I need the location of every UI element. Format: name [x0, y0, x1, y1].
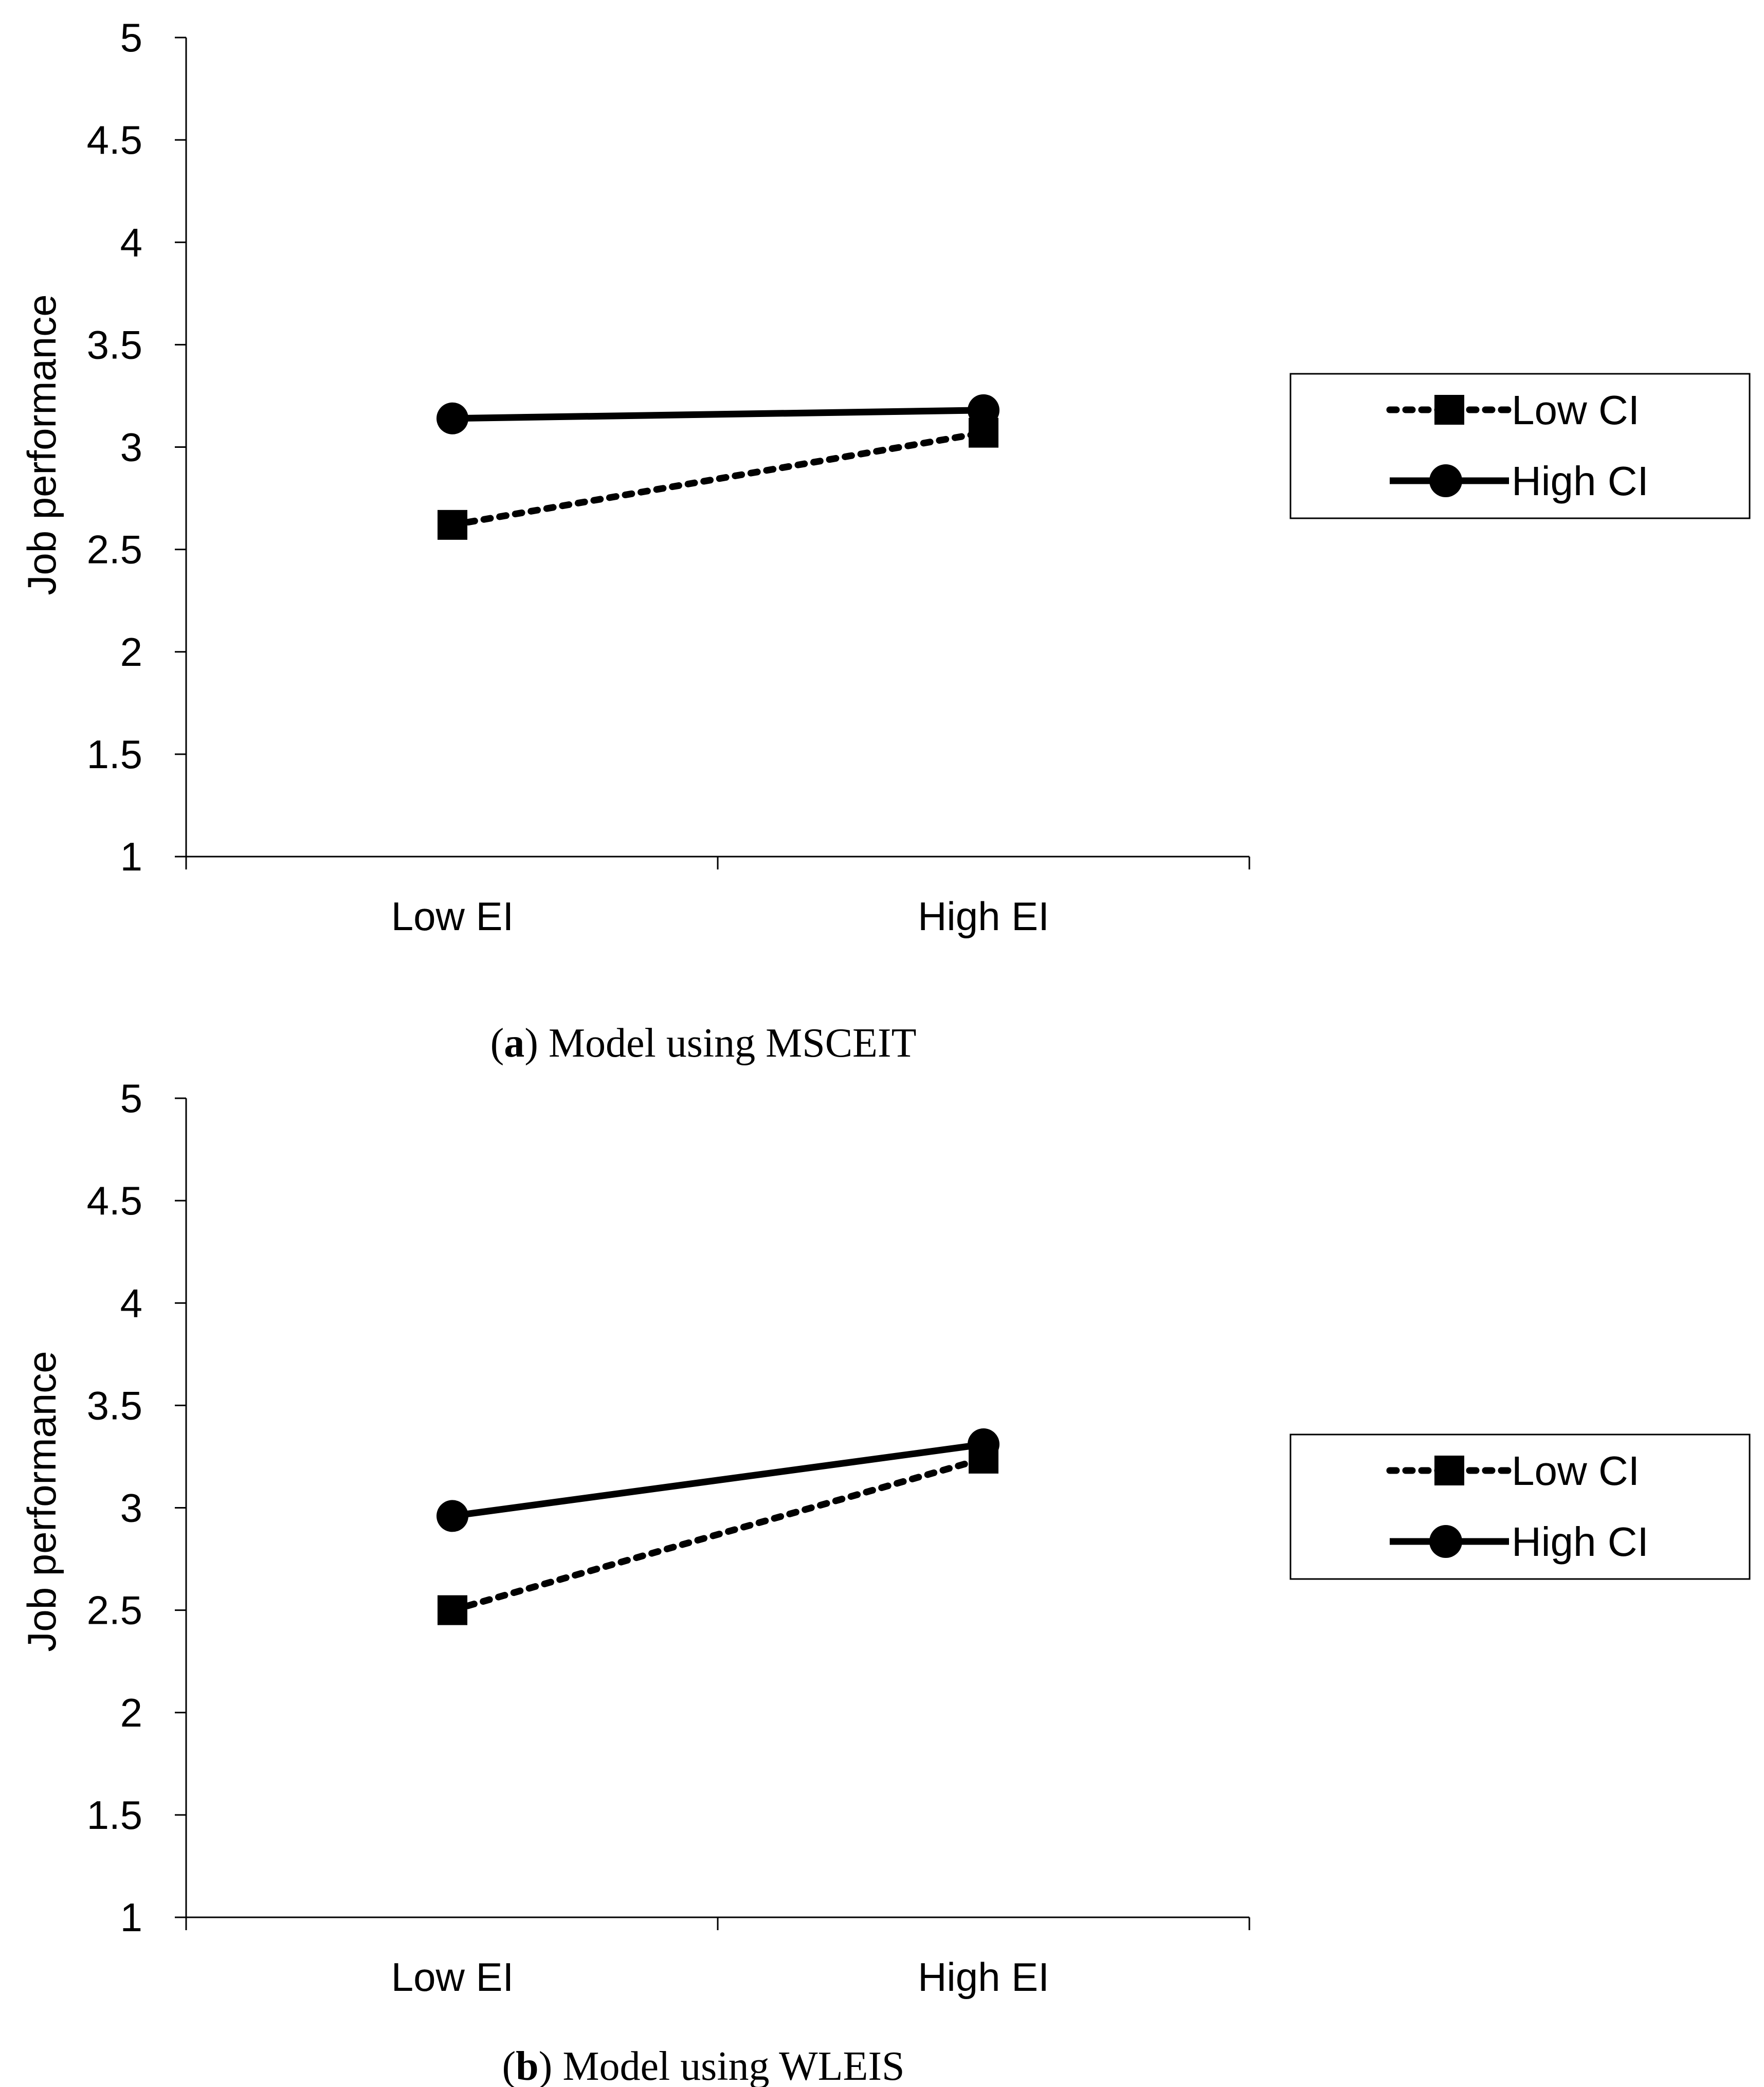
- chart-b-series: [437, 1428, 999, 1625]
- chart-a-axes: [175, 37, 1250, 869]
- chart-b-caption: (b) Model using WLEIS: [502, 2044, 905, 2087]
- chart-b-x-tick-labels: Low EI High EI: [391, 1954, 1049, 2000]
- chart-b-y-tick-label: 2.5: [87, 1588, 142, 1633]
- chart-b-y-tick-label: 1: [120, 1895, 142, 1940]
- chart-b-legend-low-ci-label: Low CI: [1512, 1448, 1640, 1494]
- chart-b-series-high-ci-line: [452, 1441, 984, 1519]
- chart-a-caption: (a) Model using MSCEIT: [490, 1021, 917, 1066]
- chart-a-series-high-ci-point: [968, 394, 999, 426]
- chart-a-series-low-ci-line: [449, 429, 987, 529]
- chart-b-legend-high-ci-label: High CI: [1512, 1519, 1649, 1565]
- chart-b-caption-letter: b: [516, 2044, 539, 2087]
- chart-a-legend-high-ci-label: High CI: [1512, 458, 1649, 504]
- chart-b-y-tick-label: 1.5: [87, 1792, 142, 1838]
- chart-a-legend-high-ci-marker: [1429, 464, 1462, 497]
- chart-a-y-tick-label: 1: [120, 834, 142, 879]
- chart-b-legend: Low CI High CI: [1289, 1433, 1751, 1580]
- chart-b-y-tick-label: 4.5: [87, 1178, 142, 1223]
- chart-a-legend-low-ci-label: Low CI: [1512, 387, 1640, 433]
- chart-b-series-low-ci-line: [449, 1455, 987, 1614]
- chart-a-legend-box: [1289, 373, 1751, 519]
- chart-a: 1 1.5 2 2.5 3 3.5 4 4.5 5 Low EI High EI Job perf…: [19, 15, 1751, 1066]
- chart-a-x-tick-label: Low EI: [391, 894, 514, 939]
- chart-a-y-tick-label: 3.5: [87, 322, 142, 367]
- chart-a-series-high-ci-point: [437, 402, 468, 434]
- chart-b-y-tick-labels: 1 1.5 2 2.5 3 3.5 4 4.5 5: [87, 1076, 142, 1940]
- chart-a-series: [437, 394, 999, 540]
- chart-b: 1 1.5 2 2.5 3 3.5 4 4.5 5 Low EI High EI Job perf…: [19, 1076, 1751, 2087]
- chart-b-caption-text: ) Model using WLEIS: [539, 2044, 905, 2087]
- chart-a-y-tick-label: 2.5: [87, 527, 142, 572]
- chart-b-series-high-ci-point: [437, 1500, 468, 1532]
- chart-b-y-tick-label: 3: [120, 1485, 142, 1531]
- chart-b-y-tick-label: 4: [120, 1280, 142, 1326]
- chart-a-y-tick-label: 1.5: [87, 732, 142, 777]
- chart-a-series-high-ci-line: [452, 407, 984, 422]
- chart-a-y-axis-title: Job performance: [19, 294, 64, 595]
- chart-b-legend-box: [1289, 1433, 1751, 1580]
- chart-b-legend-high-ci-marker: [1429, 1525, 1462, 1558]
- chart-b-y-axis-title: Job performance: [19, 1351, 64, 1652]
- chart-b-y-tick-label: 5: [120, 1076, 142, 1121]
- chart-a-y-tick-label: 2: [120, 629, 142, 675]
- chart-a-caption-text: ) Model using MSCEIT: [524, 1021, 916, 1066]
- chart-b-caption-open: (: [502, 2044, 516, 2087]
- chart-b-axes: [175, 1097, 1250, 1930]
- chart-b-y-tick-label: 3.5: [87, 1383, 142, 1428]
- chart-a-series-low-ci-point: [438, 510, 467, 540]
- chart-a-y-tick-label: 4.5: [87, 117, 142, 162]
- chart-a-x-tick-labels: Low EI High EI: [391, 894, 1049, 939]
- chart-a-legend-low-ci-marker: [1434, 395, 1464, 425]
- chart-a-y-tick-label: 3: [120, 425, 142, 470]
- chart-b-x-tick-label: Low EI: [391, 1954, 514, 2000]
- chart-a-legend: Low CI High CI: [1289, 373, 1751, 519]
- chart-a-caption-open: (: [490, 1021, 504, 1066]
- chart-b-y-tick-label: 2: [120, 1690, 142, 1735]
- chart-b-series-high-ci-point: [968, 1428, 999, 1461]
- chart-a-caption-letter: a: [504, 1021, 524, 1066]
- chart-b-x-tick-label: High EI: [918, 1954, 1049, 2000]
- chart-a-y-tick-labels: 1 1.5 2 2.5 3 3.5 4 4.5 5: [87, 15, 142, 879]
- chart-a-x-tick-label: High EI: [918, 894, 1049, 939]
- chart-b-series-low-ci-point: [438, 1595, 467, 1625]
- chart-b-legend-low-ci-marker: [1434, 1456, 1464, 1485]
- chart-a-y-tick-label: 4: [120, 220, 142, 265]
- chart-a-y-tick-label: 5: [120, 15, 142, 60]
